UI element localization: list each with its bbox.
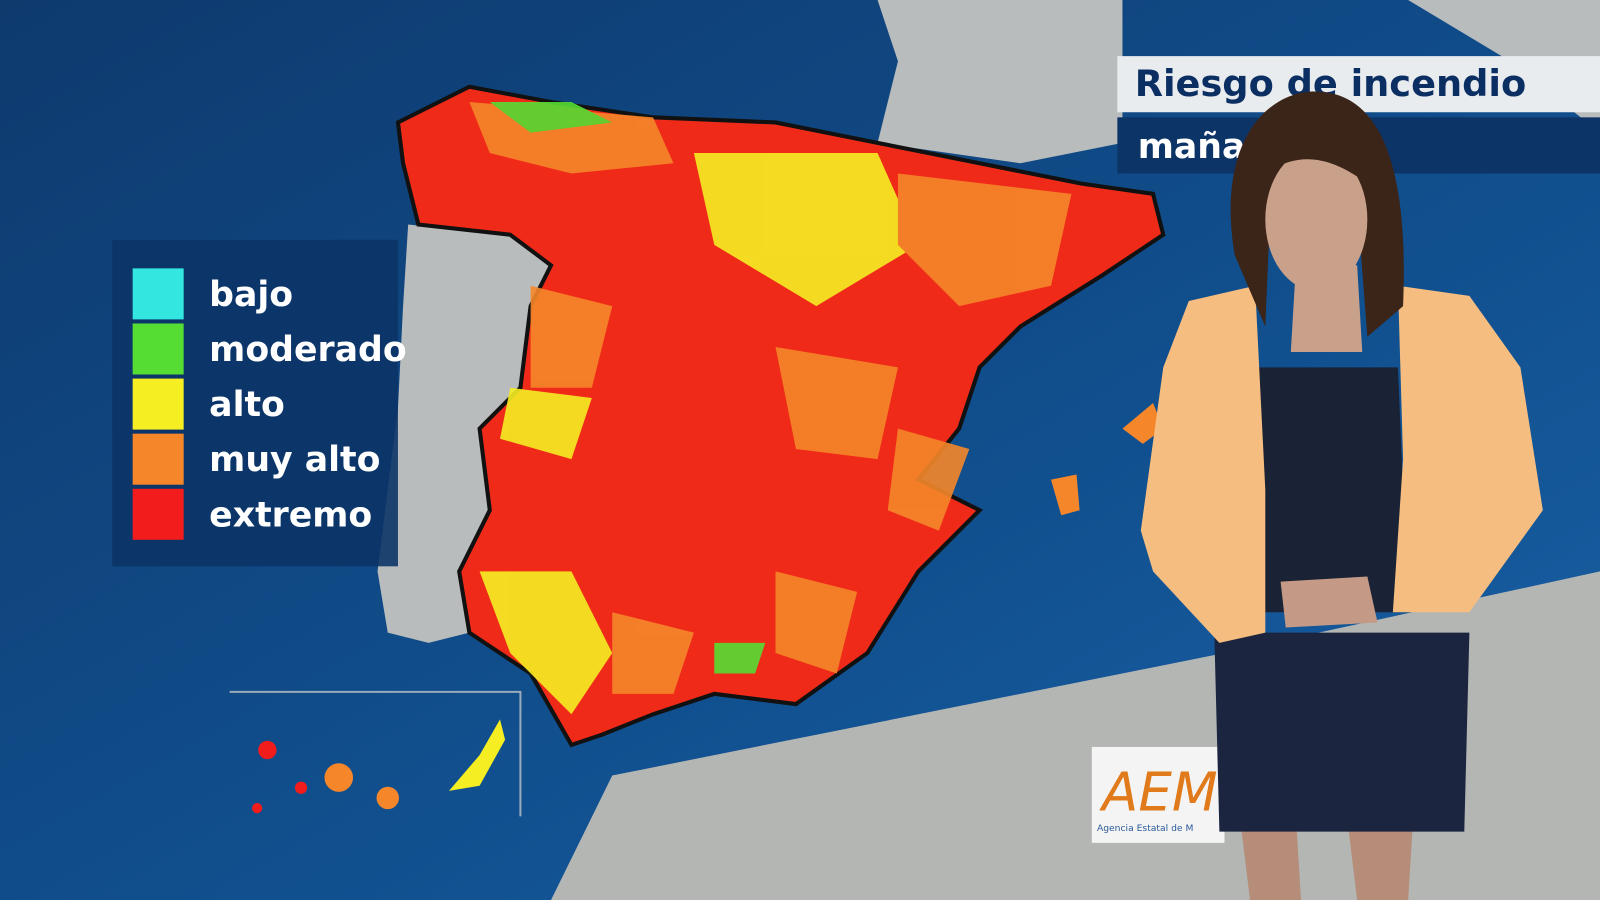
legend-label: alto [209, 385, 285, 425]
logo-mark: AEM [1099, 762, 1218, 824]
france [877, 0, 1123, 164]
italy [1408, 0, 1600, 133]
legend-label: muy alto [209, 440, 380, 480]
legend-swatch [132, 488, 184, 540]
canaries [252, 719, 506, 814]
risk-zones [469, 102, 1072, 715]
legend-label: moderado [209, 330, 407, 370]
legend-swatch [132, 323, 184, 375]
presenter [1140, 91, 1543, 900]
balearics [1122, 403, 1164, 444]
balearics [1051, 474, 1080, 516]
legend-swatch [132, 378, 184, 430]
portugal [377, 224, 552, 643]
legend-swatch [132, 433, 184, 485]
legend-swatch [132, 268, 184, 320]
logo-box [1091, 746, 1225, 843]
logo-caption: Agencia Estatal de M [1097, 823, 1194, 834]
title-panel [1117, 56, 1600, 113]
legend: bajo moderado alto muy alto extremo [132, 268, 407, 540]
legend-label: extremo [209, 495, 372, 535]
inset-frame [229, 690, 522, 817]
subtitle: maña [1138, 127, 1246, 167]
legend-label: bajo [209, 275, 293, 315]
